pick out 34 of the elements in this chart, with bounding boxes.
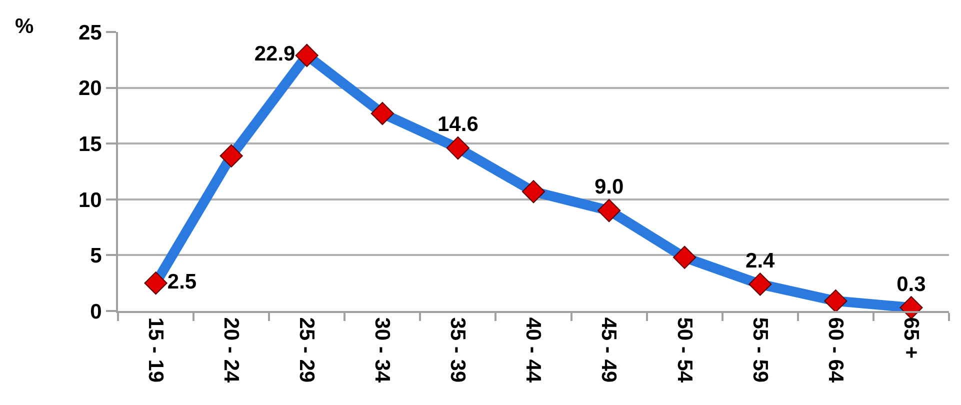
y-tick-label: 0 [90, 300, 102, 324]
point [370, 102, 394, 126]
data-label: 2.4 [746, 249, 776, 272]
x-tick-label: 45 - 49 [597, 317, 620, 383]
x-tick-label: 25 - 29 [295, 317, 318, 383]
y-tick-label: 5 [90, 244, 102, 268]
x-tick-label: 30 - 34 [370, 317, 394, 383]
data-label: 9.0 [594, 176, 624, 199]
point [673, 246, 696, 269]
data-label: 22.9 [254, 42, 296, 66]
x-tick-label: 40 - 44 [522, 317, 545, 383]
point [446, 136, 470, 160]
y-tick-label: 25 [78, 21, 102, 44]
x-tick-label: 65 + [899, 317, 922, 359]
point [144, 272, 168, 295]
y-axis-title: % [15, 15, 34, 38]
x-tick-label: 60 - 64 [824, 317, 847, 383]
point [220, 144, 243, 168]
point [748, 272, 772, 296]
y-tick-label: 10 [78, 188, 102, 212]
y-tick-label: 15 [78, 132, 102, 156]
point [824, 289, 848, 313]
point [295, 44, 318, 67]
x-tick-label: 55 - 59 [748, 317, 772, 383]
x-tick-label: 50 - 54 [672, 317, 696, 383]
data-label: 0.3 [896, 272, 926, 296]
point [598, 199, 621, 222]
x-tick-label: 15 - 19 [144, 317, 167, 383]
y-tick-label: 20 [78, 77, 102, 100]
data-label: 14.6 [438, 113, 478, 136]
x-tick-label: 35 - 39 [446, 317, 470, 383]
x-tick-label: 20 - 24 [219, 317, 242, 383]
point [522, 180, 546, 204]
data-label: 2.5 [167, 270, 197, 294]
